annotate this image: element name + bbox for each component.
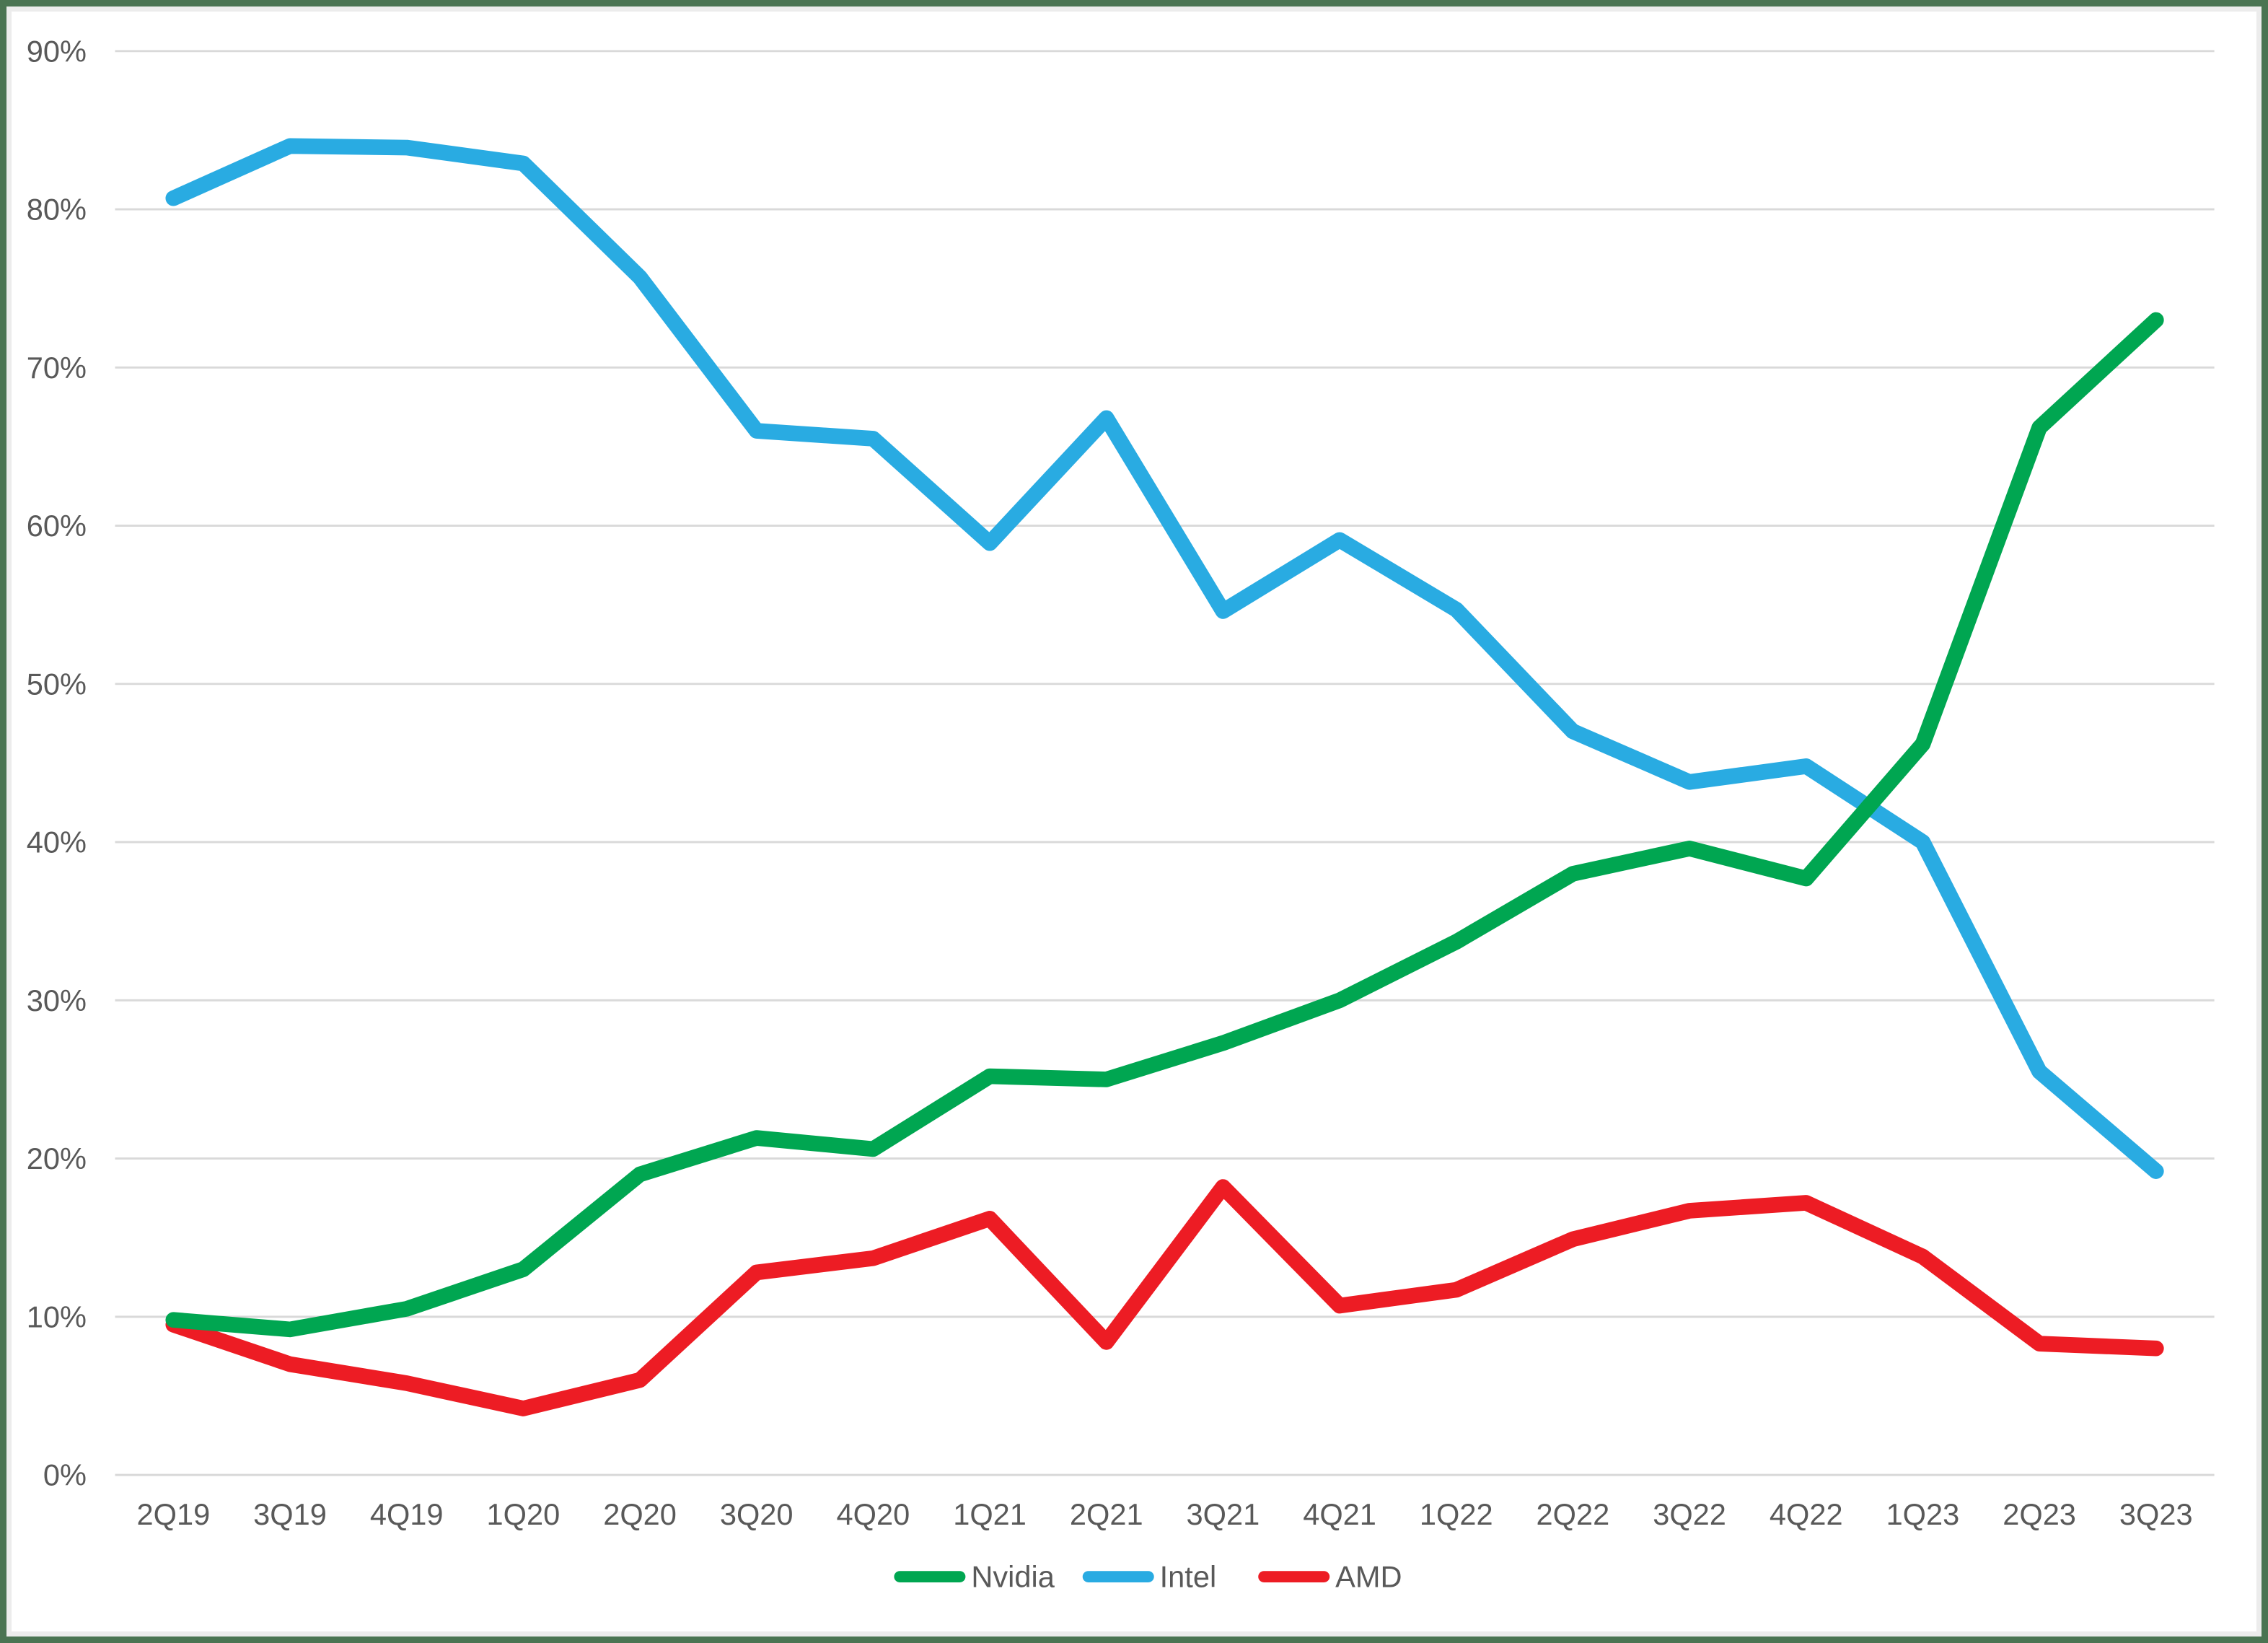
y-axis-tick-label: 10% bbox=[27, 1300, 87, 1333]
x-axis-label: 2Q20 bbox=[603, 1497, 677, 1531]
x-axis-label: 2Q19 bbox=[137, 1497, 211, 1531]
x-axis-label: 4Q21 bbox=[1303, 1497, 1376, 1531]
legend-item-nvidia: Nvidia bbox=[894, 1560, 1055, 1594]
series-line-nvidia bbox=[165, 312, 2164, 1338]
y-axis-tick-label: 90% bbox=[27, 34, 87, 68]
y-axis-tick-label: 0% bbox=[43, 1458, 87, 1492]
x-axis-label: 3Q22 bbox=[1653, 1497, 1726, 1531]
legend-label-amd: AMD bbox=[1335, 1560, 1402, 1594]
x-axis-label: 1Q20 bbox=[487, 1497, 561, 1531]
x-axis-label: 2Q22 bbox=[1537, 1497, 1610, 1531]
y-axis-tick-label: 70% bbox=[27, 351, 87, 385]
x-axis-label: 4Q20 bbox=[837, 1497, 910, 1531]
x-axis-label: 2Q23 bbox=[2003, 1497, 2076, 1531]
legend-label-intel: Intel bbox=[1160, 1560, 1217, 1594]
series-line-amd bbox=[165, 1179, 2164, 1416]
legend-swatch-nvidia bbox=[894, 1571, 966, 1582]
x-axis-label: 3Q19 bbox=[253, 1497, 327, 1531]
x-axis-label: 3Q21 bbox=[1187, 1497, 1260, 1531]
x-axis-label: 2Q21 bbox=[1070, 1497, 1143, 1531]
y-axis-tick-label: 50% bbox=[27, 667, 87, 701]
x-axis-label: 1Q21 bbox=[953, 1497, 1027, 1531]
line-chart: 0% 10% 20% 30% 40% 50% 60% 70% 80% 90% 2Q19 3Q19 4Q1… bbox=[27, 34, 2215, 1594]
legend-item-amd: AMD bbox=[1258, 1560, 1402, 1594]
x-axis-label: 4Q22 bbox=[1770, 1497, 1843, 1531]
x-axis-label: 1Q22 bbox=[1420, 1497, 1493, 1531]
legend-swatch-amd bbox=[1258, 1571, 1330, 1582]
x-axis-label: 1Q23 bbox=[1886, 1497, 1960, 1531]
y-axis-tick-label: 80% bbox=[27, 193, 87, 227]
x-axis-label: 4Q19 bbox=[370, 1497, 444, 1531]
y-axis-tick-label: 60% bbox=[27, 509, 87, 543]
chart-inner-border: 0% 10% 20% 30% 40% 50% 60% 70% 80% 90% 2Q19 3Q19 4Q1… bbox=[6, 6, 2262, 1637]
x-axis-label: 3Q23 bbox=[2119, 1497, 2193, 1531]
y-axis-tick-label: 30% bbox=[27, 983, 87, 1017]
legend-label-nvidia: Nvidia bbox=[971, 1560, 1055, 1594]
series-line-intel bbox=[165, 138, 2164, 1179]
x-axis-label: 3Q20 bbox=[720, 1497, 794, 1531]
y-axis-tick-label: 20% bbox=[27, 1142, 87, 1175]
legend-swatch-intel bbox=[1082, 1571, 1154, 1582]
legend-item-intel: Intel bbox=[1082, 1560, 1217, 1594]
y-axis-tick-label: 40% bbox=[27, 825, 87, 859]
